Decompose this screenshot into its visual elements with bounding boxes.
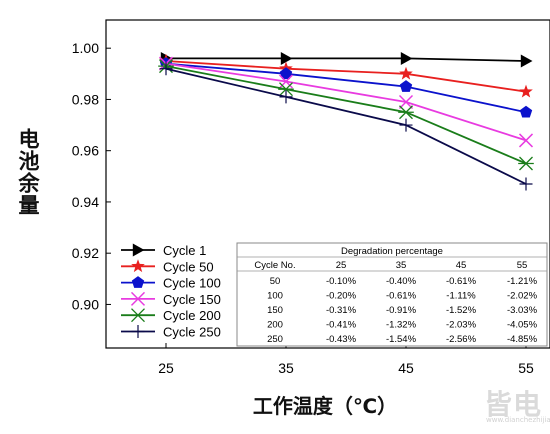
y-axis-label: 电池余量 <box>16 128 40 216</box>
series-line-cycle-100 <box>165 62 527 114</box>
data-point-cycle-200 <box>398 105 414 120</box>
x-tick-label: 25 <box>158 360 174 376</box>
table-header-cell: 45 <box>456 260 467 271</box>
data-point-cycle-150 <box>398 94 414 110</box>
table-cell: -0.43% <box>326 334 357 345</box>
table-cell: -1.52% <box>446 305 477 316</box>
table-cell: -0.40% <box>386 276 417 287</box>
legend-label-cycle-250: Cycle 250 <box>163 325 221 340</box>
legend-label-cycle-200: Cycle 200 <box>163 308 221 323</box>
table-cell: -0.61% <box>386 291 417 302</box>
table-header-cell: 55 <box>517 260 528 271</box>
legend-label-cycle-1: Cycle 1 <box>163 243 206 258</box>
table-cell: -4.85% <box>507 334 538 345</box>
series-line-cycle-150 <box>165 62 527 142</box>
legend-marker-cycle-1 <box>132 243 145 257</box>
data-point-cycle-250 <box>519 177 533 191</box>
legend-marker-cycle-100 <box>131 276 145 288</box>
table-header-cell: Cycle No. <box>254 260 295 271</box>
data-point-cycle-200 <box>518 156 534 171</box>
data-point-cycle-250 <box>279 90 293 104</box>
table-cell: -0.61% <box>446 276 477 287</box>
table-cell: -0.41% <box>326 320 357 331</box>
data-point-cycle-1 <box>520 54 533 68</box>
data-point-cycle-50 <box>399 66 413 80</box>
legend-marker-cycle-200 <box>130 308 146 323</box>
table-cell: -1.11% <box>446 291 476 302</box>
plot-frame <box>105 19 550 349</box>
data-point-cycle-150 <box>278 74 294 89</box>
x-tick-label: 45 <box>398 360 414 376</box>
data-point-cycle-250 <box>399 118 413 132</box>
y-tick-label: 0.90 <box>72 296 99 312</box>
series-line-cycle-50 <box>165 60 527 93</box>
legend-marker-cycle-50 <box>131 259 145 273</box>
table-cell: -1.21% <box>507 276 538 287</box>
data-point-cycle-1 <box>280 51 293 65</box>
legend-label-cycle-50: Cycle 50 <box>163 259 214 274</box>
table-cell: -0.31% <box>326 305 357 316</box>
series-line-cycle-1 <box>166 57 527 62</box>
series-line-cycle-200 <box>165 65 527 165</box>
legend-marker-cycle-250 <box>131 325 145 338</box>
y-tick-label: 1.00 <box>72 40 99 56</box>
table-cell: -1.54% <box>386 334 417 345</box>
legend-marker-cycle-150 <box>130 291 146 306</box>
data-point-cycle-100 <box>519 105 533 118</box>
table-header-cell: 25 <box>336 260 347 271</box>
y-tick-label: 0.92 <box>72 245 99 261</box>
x-axis-label: 工作温度（℃） <box>252 394 398 418</box>
data-point-cycle-1 <box>400 51 413 65</box>
watermark-glyph: 皆电 <box>484 388 543 421</box>
table-cell: -3.03% <box>507 305 538 316</box>
table-cell: -2.02% <box>507 291 538 302</box>
degradation-table: Degradation percentage Cycle No. 25 35 45 55 5… <box>236 242 548 347</box>
legend-label-cycle-150: Cycle 150 <box>163 292 221 307</box>
series-line-cycle-250 <box>165 67 527 185</box>
watermark-logo: 皆电 www.dianchezhijia.com <box>484 383 550 429</box>
table-header-cell: 35 <box>396 260 407 271</box>
table-cell: 50 <box>270 276 281 287</box>
table-cell: -0.10% <box>326 276 357 287</box>
table-cell: 100 <box>267 291 283 302</box>
table-cell: -1.32% <box>386 320 417 331</box>
data-point-cycle-200 <box>278 82 294 97</box>
table-cell: -4.05% <box>507 320 538 331</box>
data-point-cycle-150 <box>518 133 534 148</box>
table-title: Degradation percentage <box>341 246 443 257</box>
legend-label-cycle-100: Cycle 100 <box>163 276 221 291</box>
data-point-cycle-250 <box>159 62 173 76</box>
table-cell: -2.03% <box>446 320 477 331</box>
watermark-url: www.dianchezhijia.com <box>486 416 550 424</box>
x-tick-label: 55 <box>518 360 534 376</box>
y-tick-label: 0.96 <box>72 143 99 159</box>
data-point-cycle-100 <box>399 80 413 92</box>
x-tick-label: 35 <box>278 360 294 376</box>
data-point-cycle-50 <box>519 84 533 98</box>
table-cell: 150 <box>267 305 283 316</box>
data-point-cycle-100 <box>279 67 293 80</box>
table-cell: 200 <box>267 320 283 331</box>
y-tick-label: 0.94 <box>72 194 99 210</box>
y-tick-label: 0.98 <box>72 91 99 107</box>
table-cell: -2.56% <box>446 334 477 345</box>
table-cell: -0.91% <box>386 305 417 316</box>
table-frame <box>236 242 548 347</box>
table-cell: -0.20% <box>326 291 357 302</box>
table-cell: 250 <box>267 334 283 345</box>
